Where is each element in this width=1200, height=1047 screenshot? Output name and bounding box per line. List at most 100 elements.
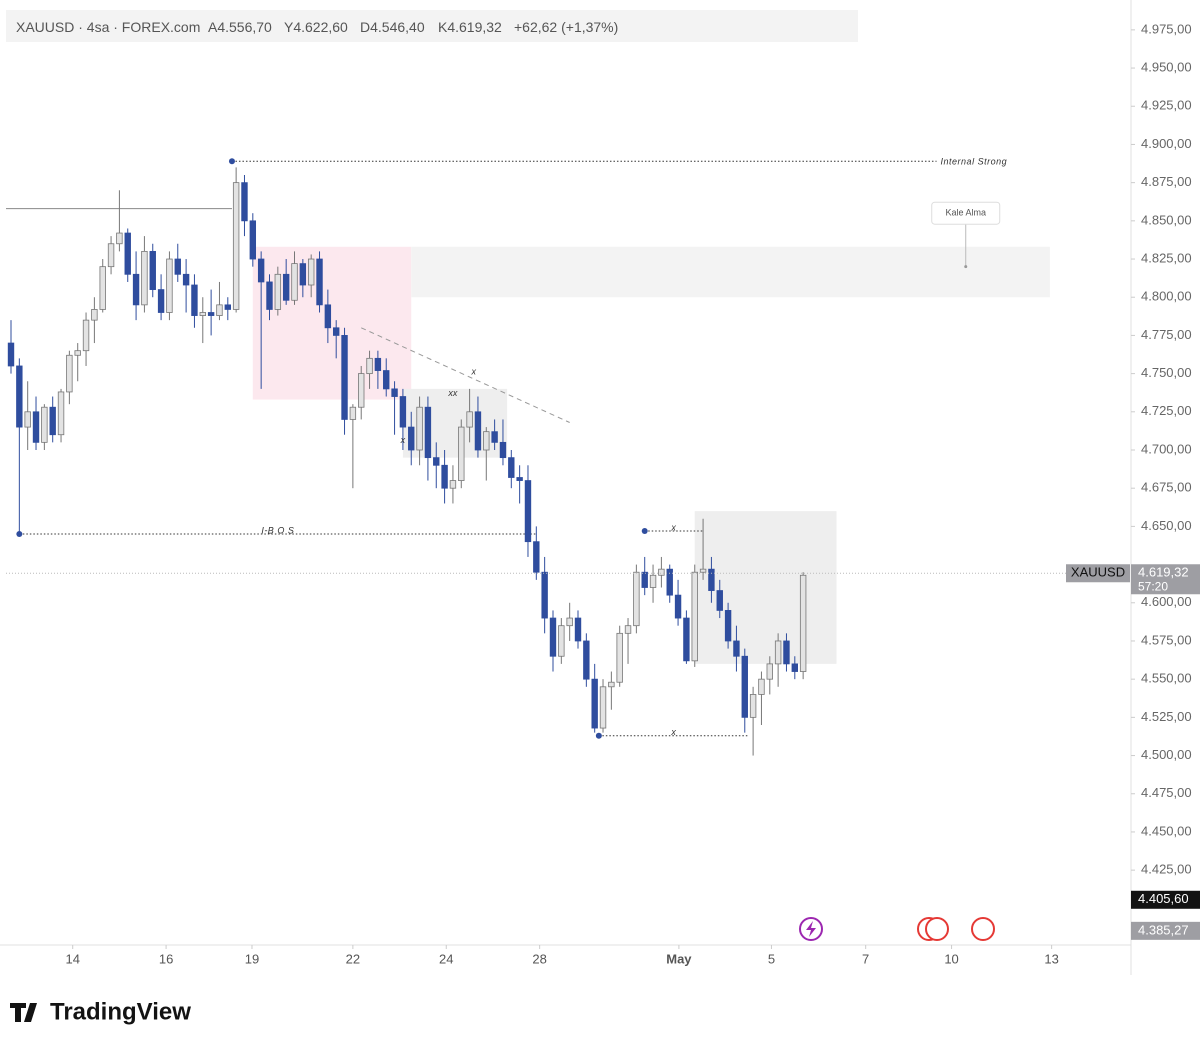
candle-body [32,411,40,443]
brand: TradingView [50,998,191,1025]
candle-body [16,365,23,428]
y-tick-label: 4.450,00 [1141,823,1192,838]
x-tick-label: 19 [245,951,259,966]
candle-body [516,477,523,481]
candle-body [141,250,148,306]
candle-body [558,625,565,657]
candle-body [499,441,507,459]
candle-body [374,357,382,371]
candle-body [358,373,365,408]
level-dot [228,158,235,165]
candle-body [383,370,390,390]
y-tick-label: 4.850,00 [1141,212,1192,227]
candle-body [574,617,582,642]
y-tick-label: 4.825,00 [1141,250,1192,265]
candle-body [783,640,790,665]
price-tag [1131,921,1200,940]
candle-body [132,273,140,306]
candle-body [708,568,715,591]
y-tick-label: 4.900,00 [1141,136,1192,151]
y-tick-label: 4.775,00 [1141,327,1192,342]
candle-body [341,335,348,420]
candle-body [116,232,123,245]
y-tick-label: 4.700,00 [1141,441,1192,456]
candle-body [157,289,165,313]
candle-body [766,663,773,680]
header: XAUUSD · 4sa · FOREX.com A4.556,70 Y4.62… [16,19,618,35]
candle-body [458,426,465,481]
candle-body [324,304,332,329]
event-icon[interactable] [925,917,949,941]
zone [411,246,1050,298]
candle-body [674,594,682,619]
y-tick-label: 4.600,00 [1141,594,1192,609]
candle-body [641,571,648,588]
candle-body [533,541,540,573]
brand-logo [10,1003,37,1022]
symbol-tag-label: XAUUSD [1071,565,1125,580]
candle-body [591,678,598,729]
x-tick-label: 13 [1044,951,1058,966]
callout-anchor [964,265,968,269]
candle-body [307,258,315,286]
x-tick-label: 22 [346,951,360,966]
event-icon[interactable] [971,917,995,941]
candle-body [524,480,532,543]
callout-label: Kale Alma [945,208,986,218]
candle-body [349,406,357,420]
candle-body [174,258,181,275]
candle-body [24,411,31,428]
candle-body [257,258,265,283]
candle-body [491,431,498,443]
y-tick-label: 4.575,00 [1141,632,1192,647]
x-tick-label: 28 [532,951,546,966]
x-tick-label: 5 [768,951,775,966]
change: +62,62 (+1,37%) [514,19,618,35]
price-tag-label: 4.405,60 [1138,891,1189,906]
candle-body [107,243,115,268]
level-dot [641,527,648,534]
open: A4.556,70 [208,19,272,35]
candle-body [74,350,81,356]
y-tick-label: 4.425,00 [1141,862,1192,877]
candle-body [583,640,590,680]
candle-body [624,625,632,634]
x-tick-label: 24 [439,951,453,966]
y-tick-label: 4.525,00 [1141,709,1192,724]
candle-body [49,406,56,436]
candle-body [274,273,282,310]
candle-body [399,396,407,428]
candle-body [774,640,782,665]
level-dot [595,732,602,739]
candle-body [649,574,657,588]
candle-body [224,304,231,310]
candle-body [57,391,65,436]
candle-body [182,273,190,286]
candle-body [166,258,173,313]
candle-body [191,284,198,316]
candle-body [232,182,240,310]
trendline [361,327,570,423]
candle-body [366,357,373,375]
x-tick-label: 14 [65,951,79,966]
candle-body [291,263,298,301]
symbol: XAUUSD · 4sa · FOREX.com [16,19,200,35]
candle-body [149,250,156,290]
candle-body [207,312,215,316]
candle-body [249,220,257,260]
y-tick-label: 4.975,00 [1141,21,1192,36]
candle-body [424,406,432,459]
candle-body [282,273,290,301]
candle-body [716,590,723,611]
y-tick-label: 4.800,00 [1141,289,1192,304]
candle-body [633,571,640,627]
candle-body [608,681,615,688]
y-tick-label: 4.675,00 [1141,480,1192,495]
x-tick-label: 7 [862,951,869,966]
x-tick-label: 16 [159,951,173,966]
price-tag-timer: 57:20 [1138,579,1168,593]
candle-body [241,182,248,222]
note: xx [447,388,458,398]
level-label: Internal Strong [941,157,1008,167]
candle-body [416,406,423,451]
